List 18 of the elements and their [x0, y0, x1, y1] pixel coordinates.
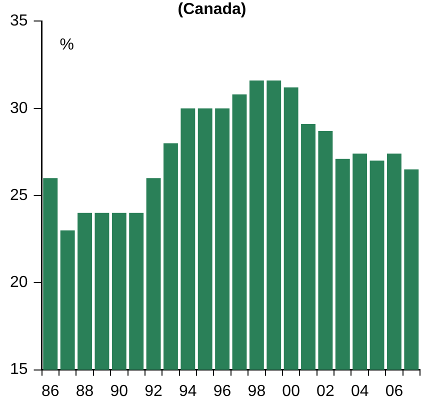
x-tick-label: 88 [76, 382, 94, 400]
y-tick-label: 15 [10, 361, 28, 378]
x-tick-label: 92 [144, 382, 163, 400]
y-tick-label: 20 [10, 274, 28, 292]
x-tick-label: 98 [248, 382, 266, 400]
y-tick-label: 30 [10, 100, 28, 117]
y-tick-label: 25 [10, 186, 28, 204]
x-tick-label: 86 [41, 382, 60, 400]
x-tick-label: 04 [350, 382, 369, 400]
x-tick-label: 06 [385, 382, 404, 400]
x-tick-label: 90 [110, 382, 128, 400]
y-tick-label: 35 [10, 12, 28, 30]
x-tick-label: 94 [179, 382, 197, 400]
x-tick-label: 96 [213, 382, 232, 400]
x-tick-label: 02 [316, 382, 334, 400]
y-axis-title: % [60, 36, 74, 54]
chart-title: (Canada) [178, 1, 246, 18]
x-tick-label: 00 [282, 382, 300, 400]
